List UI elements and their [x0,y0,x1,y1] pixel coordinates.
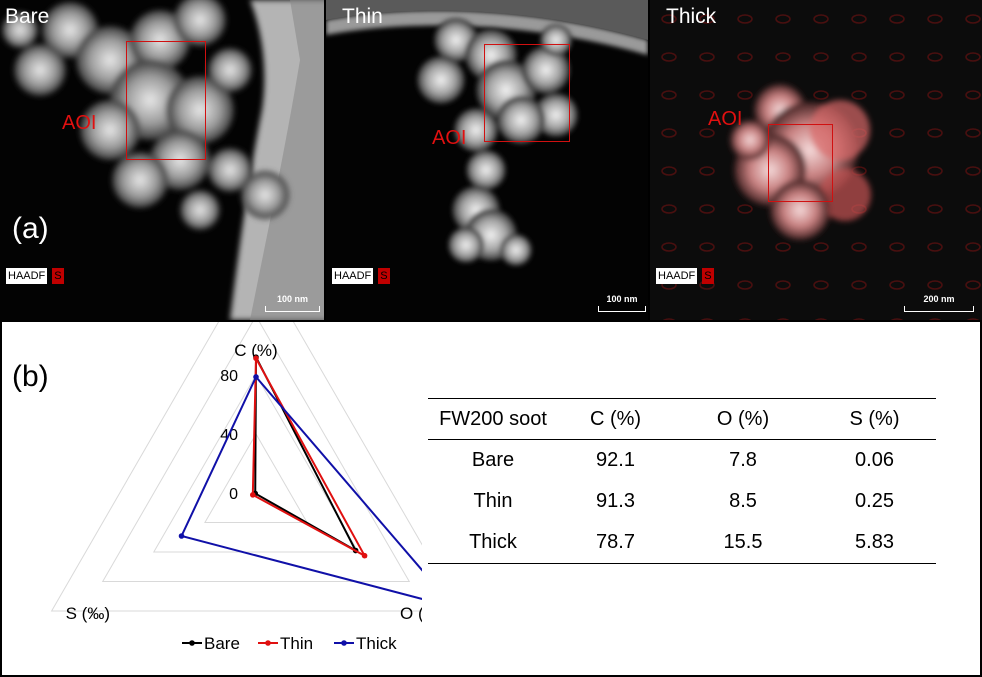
series-line-thick [180,375,422,600]
series-line-bare [254,356,359,554]
table-cell: Bare [471,449,515,471]
table-row: Thick 78.7 15.5 5.83 [428,522,936,564]
micrograph-thin-image [326,0,648,320]
table-header-c: C (%) [589,407,642,430]
axis-label: O (‰) [400,604,422,623]
legend-label-bare: Bare [204,634,240,653]
series-point-thin [253,355,259,362]
table-cell: 8.5 [729,490,757,512]
scale-bar-line [598,306,646,312]
composition-table-wrap: FW200 soot C (%) O (%) S (%) Bare 92.1 7… [428,398,936,564]
table-cell: 92.1 [596,449,635,471]
sample-label-thin: Thin [342,5,383,28]
aoi-label-bare: AOI [62,112,97,134]
series-line-thin [251,354,368,559]
series-point-thin [361,552,368,559]
micrograph-thick-image [650,0,982,320]
series-point-thin [250,492,256,498]
grid-ring [152,374,360,553]
table-cell: 91.3 [596,490,635,512]
table-row: Thin 91.3 8.5 0.25 [428,481,936,522]
scale-bar-label: 100 nm [276,294,309,304]
table-cell: 5.83 [855,531,894,553]
aoi-label-thin: AOI [432,127,467,149]
sample-label-bare: Bare [5,5,50,28]
table-cell: Thick [469,531,517,553]
grid-ring [204,432,308,523]
table-row: Bare 92.1 7.8 0.06 [428,440,936,482]
series-point-thick [253,374,259,380]
table-cell: Thin [473,490,513,512]
aoi-box-bare [126,41,206,160]
scale-bar-thick: 200 nm [904,294,974,312]
panel-tag-a: (a) [12,212,49,245]
scale-bar-line [904,306,974,312]
table-cell: 0.06 [855,449,894,471]
grid-ring [50,322,422,612]
legend-marker-thick [341,640,347,646]
legend-label-thick: Thick [356,634,397,653]
micrograph-bare: Bare AOI HAADF S 100 nm [0,0,324,320]
micrograph-thin: Thin AOI HAADF S 100 nm [326,0,648,320]
axis-label: S (‰) [66,604,110,623]
panel-b: (b) 04080120160C (%)O (‰)S (‰)BareThinTh… [2,322,980,675]
scale-bar-bare: 100 nm [265,294,320,312]
aoi-box-thin [484,44,570,142]
tick-label: 80 [220,368,238,385]
sample-label-thick: Thick [666,5,717,28]
channel-legend-bare: HAADF S [6,268,64,284]
legend-marker-bare [189,640,195,646]
table-header-row: FW200 soot C (%) O (%) S (%) [428,398,936,440]
micrograph-bare-image [0,0,324,320]
table-cell: 0.25 [855,490,894,512]
haadf-label: HAADF [6,268,48,284]
table-header-o: O (%) [716,407,770,430]
channel-legend-thin: HAADF S [332,268,390,284]
scale-bar-line [265,306,320,312]
table-header-sample: FW200 soot [439,407,547,430]
s-channel-label: S [52,268,64,284]
panel-a: Bare AOI HAADF S 100 nm [0,0,982,320]
s-channel-label: S [378,268,390,284]
aoi-label-thick: AOI [708,108,743,130]
micrograph-thick: Thick AOI HAADF S 200 nm [650,0,982,320]
haadf-label: HAADF [656,268,698,284]
series-point-thick [178,533,185,539]
tick-label: 0 [229,486,238,503]
grid-ring [101,322,411,582]
legend-label-thin: Thin [280,634,313,653]
scale-bar-thin: 100 nm [598,294,646,312]
scale-bar-label: 100 nm [606,294,638,304]
panel-tag-b: (b) [12,360,49,393]
axis-label: C (%) [234,341,277,360]
table-cell: 15.5 [723,531,763,553]
composition-table: FW200 soot C (%) O (%) S (%) Bare 92.1 7… [428,398,936,564]
legend-marker-thin [265,640,271,646]
table-cell: 7.8 [729,449,757,471]
aoi-box-thick [768,124,833,202]
tick-label: 120 [211,322,238,326]
channel-legend-thick: HAADF S [656,268,714,284]
table-cell: 78.7 [596,531,635,553]
table-header-s: S (%) [849,407,900,430]
s-channel-label: S [702,268,714,284]
haadf-label: HAADF [332,268,374,284]
scale-bar-label: 200 nm [923,294,955,304]
